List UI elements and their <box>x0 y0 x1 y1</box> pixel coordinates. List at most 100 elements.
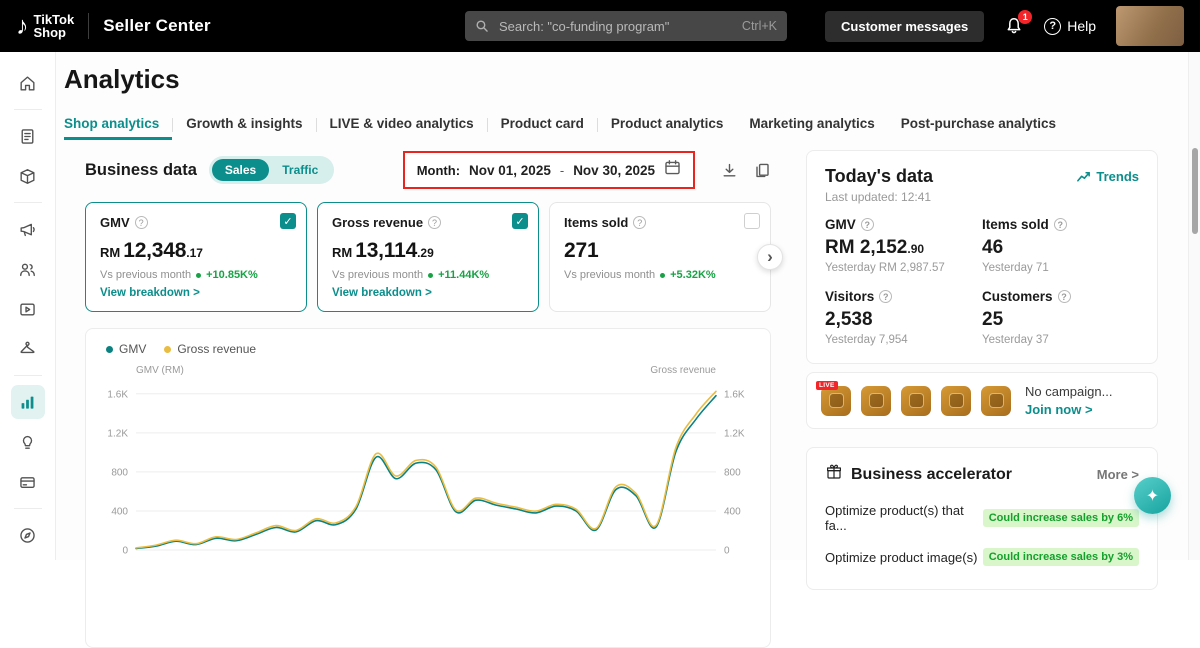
trends-link[interactable]: Trends <box>1076 169 1139 184</box>
info-icon[interactable] <box>633 216 647 229</box>
bell-icon <box>1007 18 1021 34</box>
accelerator-item[interactable]: Optimize product(s) that fa... Could inc… <box>825 503 1139 533</box>
more-link[interactable]: More > <box>1096 467 1139 482</box>
sidebar-item-live-video[interactable] <box>11 292 45 326</box>
metric-checkbox[interactable] <box>280 213 296 229</box>
campaign-icons: LIVE <box>816 380 1011 416</box>
info-icon[interactable] <box>428 216 442 229</box>
value-main: RM 2,152 <box>825 237 908 258</box>
tab-product-analytics[interactable]: Product analytics <box>610 116 724 131</box>
megaphone-icon <box>20 223 35 236</box>
brand-line1: TikTok <box>33 12 75 27</box>
campaign-glyph <box>948 393 964 408</box>
impact-badge: Could increase sales by 3% <box>982 548 1139 566</box>
legend-gmv[interactable]: GMV <box>106 342 146 356</box>
tab-growth-insights[interactable]: Growth & insights <box>186 116 303 131</box>
live-tag: LIVE <box>816 380 838 390</box>
metric-card-header: Gross revenue <box>332 215 524 230</box>
topbar: TikTok Shop Seller Center Ctrl+K Custome… <box>0 0 1200 52</box>
avatar[interactable] <box>1116 6 1184 46</box>
campaign-icon[interactable] <box>901 385 931 416</box>
carousel-next-button[interactable] <box>757 244 783 270</box>
up-indicator-icon <box>196 272 202 278</box>
business-accelerator-card: Business accelerator More > Optimize pro… <box>806 447 1158 590</box>
info-icon[interactable] <box>860 218 874 231</box>
trends-icon <box>1077 171 1091 182</box>
search-field[interactable] <box>497 17 734 35</box>
accelerator-gift-icon <box>825 463 843 486</box>
view-breakdown-link[interactable]: View breakdown > <box>100 287 200 299</box>
toggle-traffic[interactable]: Traffic <box>282 163 319 177</box>
campaign-icon[interactable] <box>861 385 891 416</box>
metric-checkbox[interactable] <box>512 213 528 229</box>
sidebar-item-finance[interactable] <box>11 465 45 499</box>
legend-gross-revenue[interactable]: Gross revenue <box>164 342 256 356</box>
change-value: +11.44K% <box>438 269 490 281</box>
toggle-sales[interactable]: Sales <box>211 159 270 181</box>
notification-bell[interactable]: 1 <box>1004 10 1033 36</box>
search-shortcut: Ctrl+K <box>741 19 777 33</box>
sidebar-item-ideas[interactable] <box>11 425 45 459</box>
assistant-sparkle-button[interactable] <box>1134 477 1171 514</box>
sidebar-item-shop[interactable] <box>11 332 45 366</box>
view-breakdown-link[interactable]: View breakdown > <box>332 287 432 299</box>
tab-product-card[interactable]: Product card <box>500 116 584 131</box>
join-now-link[interactable]: Join now > <box>1025 402 1093 417</box>
tab-marketing-analytics[interactable]: Marketing analytics <box>749 116 875 131</box>
campaign-icon[interactable] <box>981 385 1011 416</box>
info-icon[interactable] <box>1053 218 1067 231</box>
calendar-icon <box>664 159 681 181</box>
brand-text: TikTok Shop <box>34 13 75 39</box>
last-updated: Last updated: 12:41 <box>825 190 932 204</box>
metric-checkbox[interactable] <box>744 213 760 229</box>
date-range-picker[interactable]: Month: Nov 01, 2025 - Nov 30, 2025 <box>402 151 695 189</box>
svg-text:800: 800 <box>724 467 741 478</box>
sidebar-item-home[interactable] <box>11 66 45 100</box>
svg-text:1.2K: 1.2K <box>107 428 128 439</box>
yesterday-value: Yesterday 7,954 <box>825 334 908 346</box>
video-icon <box>20 303 35 315</box>
campaign-icon[interactable] <box>941 385 971 416</box>
sidebar-item-products[interactable] <box>11 159 45 193</box>
sidebar-item-affiliate[interactable] <box>11 252 45 286</box>
sidebar-item-orders[interactable] <box>11 119 45 153</box>
today-metric-customers: Customers 25 Yesterday 37 <box>982 289 1139 346</box>
currency-prefix: RM <box>332 245 353 260</box>
scrollbar-thumb[interactable] <box>1192 148 1198 234</box>
todays-data-header: Today's data Trends <box>825 166 1139 187</box>
customer-messages-button[interactable]: Customer messages <box>825 10 985 42</box>
metric-label: Gross revenue <box>332 215 424 230</box>
help-button[interactable]: Help <box>1044 17 1096 35</box>
report-icon[interactable] <box>754 162 771 179</box>
tab-live-video-analytics[interactable]: LIVE & video analytics <box>329 116 474 131</box>
legend-label: Gross revenue <box>177 342 257 356</box>
metric-label: Items sold <box>564 215 629 230</box>
tab-shop-analytics[interactable]: Shop analytics <box>64 110 172 140</box>
accelerator-item[interactable]: Optimize product image(s) Could increase… <box>825 548 1139 566</box>
suggestion-text: Optimize product(s) that fa... <box>825 503 964 533</box>
info-icon[interactable] <box>879 290 893 303</box>
sidebar-item-analytics[interactable] <box>10 385 45 419</box>
campaign-glyph <box>908 393 924 408</box>
sidebar-item-guide[interactable] <box>11 518 45 552</box>
download-icon[interactable] <box>721 162 738 179</box>
business-data-title: Business data <box>85 160 197 179</box>
metric-card-items-sold[interactable]: Items sold 271 Vs previous month +5.32K% <box>549 202 771 312</box>
info-icon[interactable] <box>1057 290 1071 303</box>
campaign-live-icon[interactable]: LIVE <box>816 380 851 416</box>
wallet-icon <box>20 476 35 488</box>
hanger-icon <box>20 341 35 353</box>
line-chart: 0 0 400 400 800 800 1.2K 1.2K 1.6K 1.6K GMV (RM) Gr… <box>107 365 744 557</box>
metric-value: RM 13,114.29 <box>332 239 524 263</box>
tiktok-shop-logo[interactable]: TikTok Shop <box>16 13 75 39</box>
sidebar-item-marketing[interactable] <box>11 212 45 246</box>
trends-label: Trends <box>1096 169 1139 184</box>
today-metric-visitors: Visitors 2,538 Yesterday 7,954 <box>825 289 982 346</box>
search-input[interactable]: Ctrl+K <box>465 11 787 41</box>
tab-post-purchase-analytics[interactable]: Post-purchase analytics <box>900 116 1057 131</box>
info-icon[interactable] <box>134 216 148 229</box>
business-data-section: Business data Sales Traffic Month: Nov 0… <box>85 151 783 648</box>
sidebar-divider <box>13 375 42 376</box>
